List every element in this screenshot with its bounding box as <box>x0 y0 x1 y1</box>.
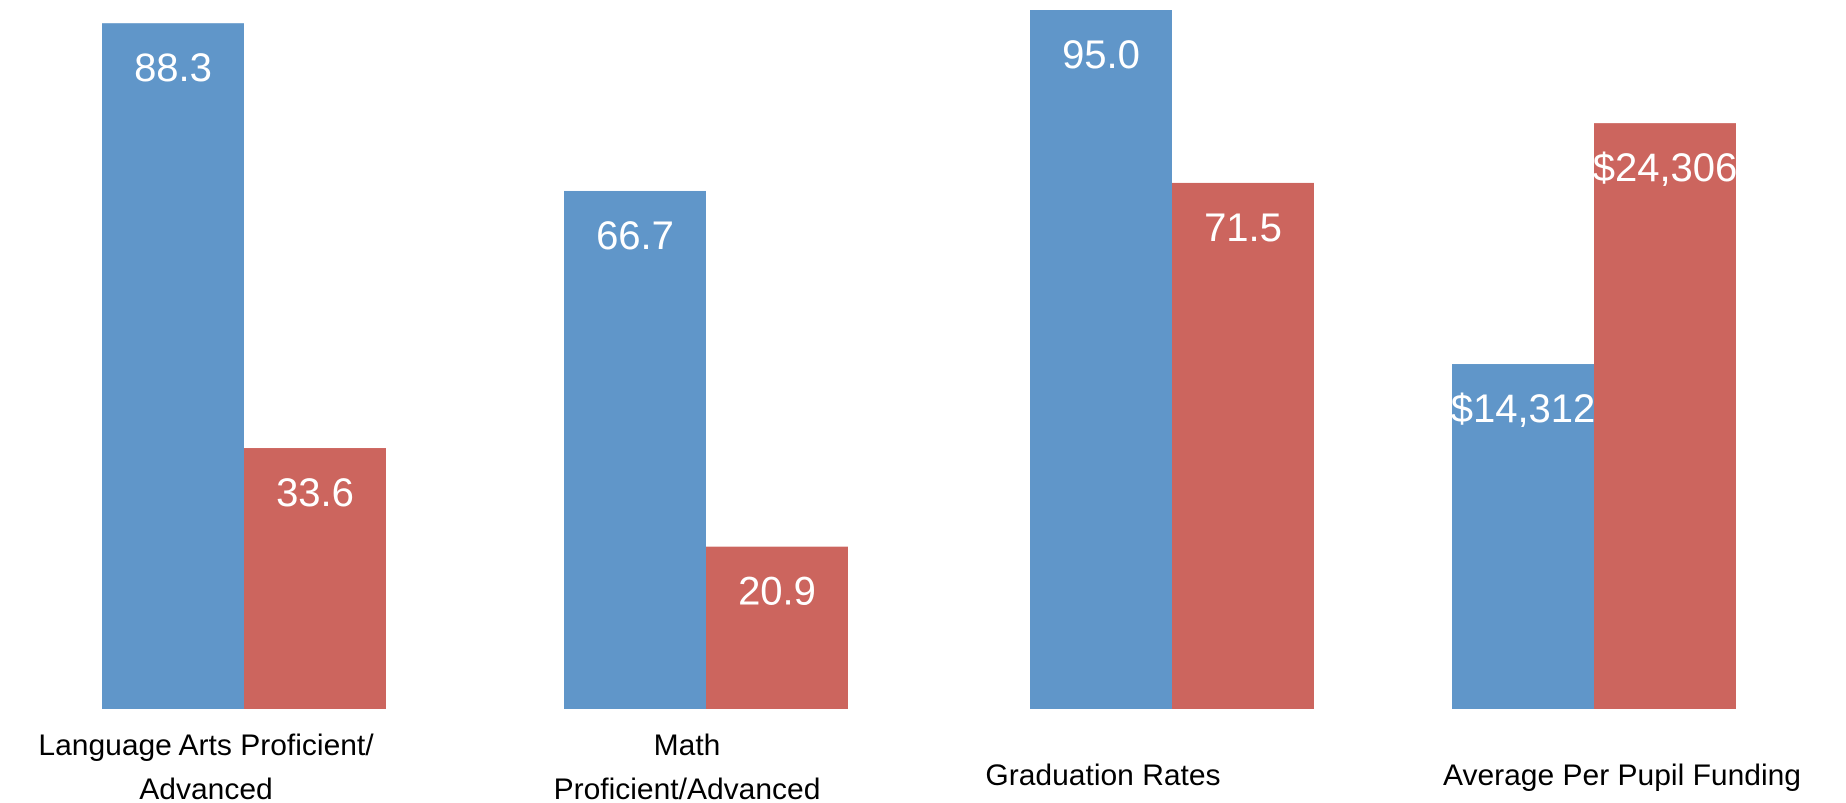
bar-value-label: 66.7 <box>596 214 674 258</box>
bar-value-label: $14,312 <box>1451 387 1596 431</box>
bar-value-label: 20.9 <box>738 570 816 614</box>
bar-3-1 <box>1594 123 1736 709</box>
bar-3-0 <box>1452 364 1594 709</box>
bar-value-label: 88.3 <box>134 46 212 90</box>
bar-value-label: 95.0 <box>1062 33 1140 77</box>
category-label: Math <box>654 729 721 762</box>
bar-2-0 <box>1030 10 1172 709</box>
category-label: Average Per Pupil Funding <box>1443 759 1801 792</box>
bar-value-label: $24,306 <box>1593 146 1738 190</box>
bar-1-1 <box>706 546 848 709</box>
category-label: Advanced <box>139 773 272 803</box>
bar-value-label: 33.6 <box>276 471 354 515</box>
bar-value-label: 71.5 <box>1204 206 1282 250</box>
bar-1-0 <box>564 190 706 710</box>
category-label: Graduation Rates <box>985 759 1220 792</box>
bar-0-1 <box>244 448 386 709</box>
category-label: Proficient/Advanced <box>554 773 821 803</box>
bar-2-1 <box>1172 182 1314 709</box>
category-label: Language Arts Proficient/ <box>38 729 374 762</box>
bar-0-0 <box>102 23 244 710</box>
